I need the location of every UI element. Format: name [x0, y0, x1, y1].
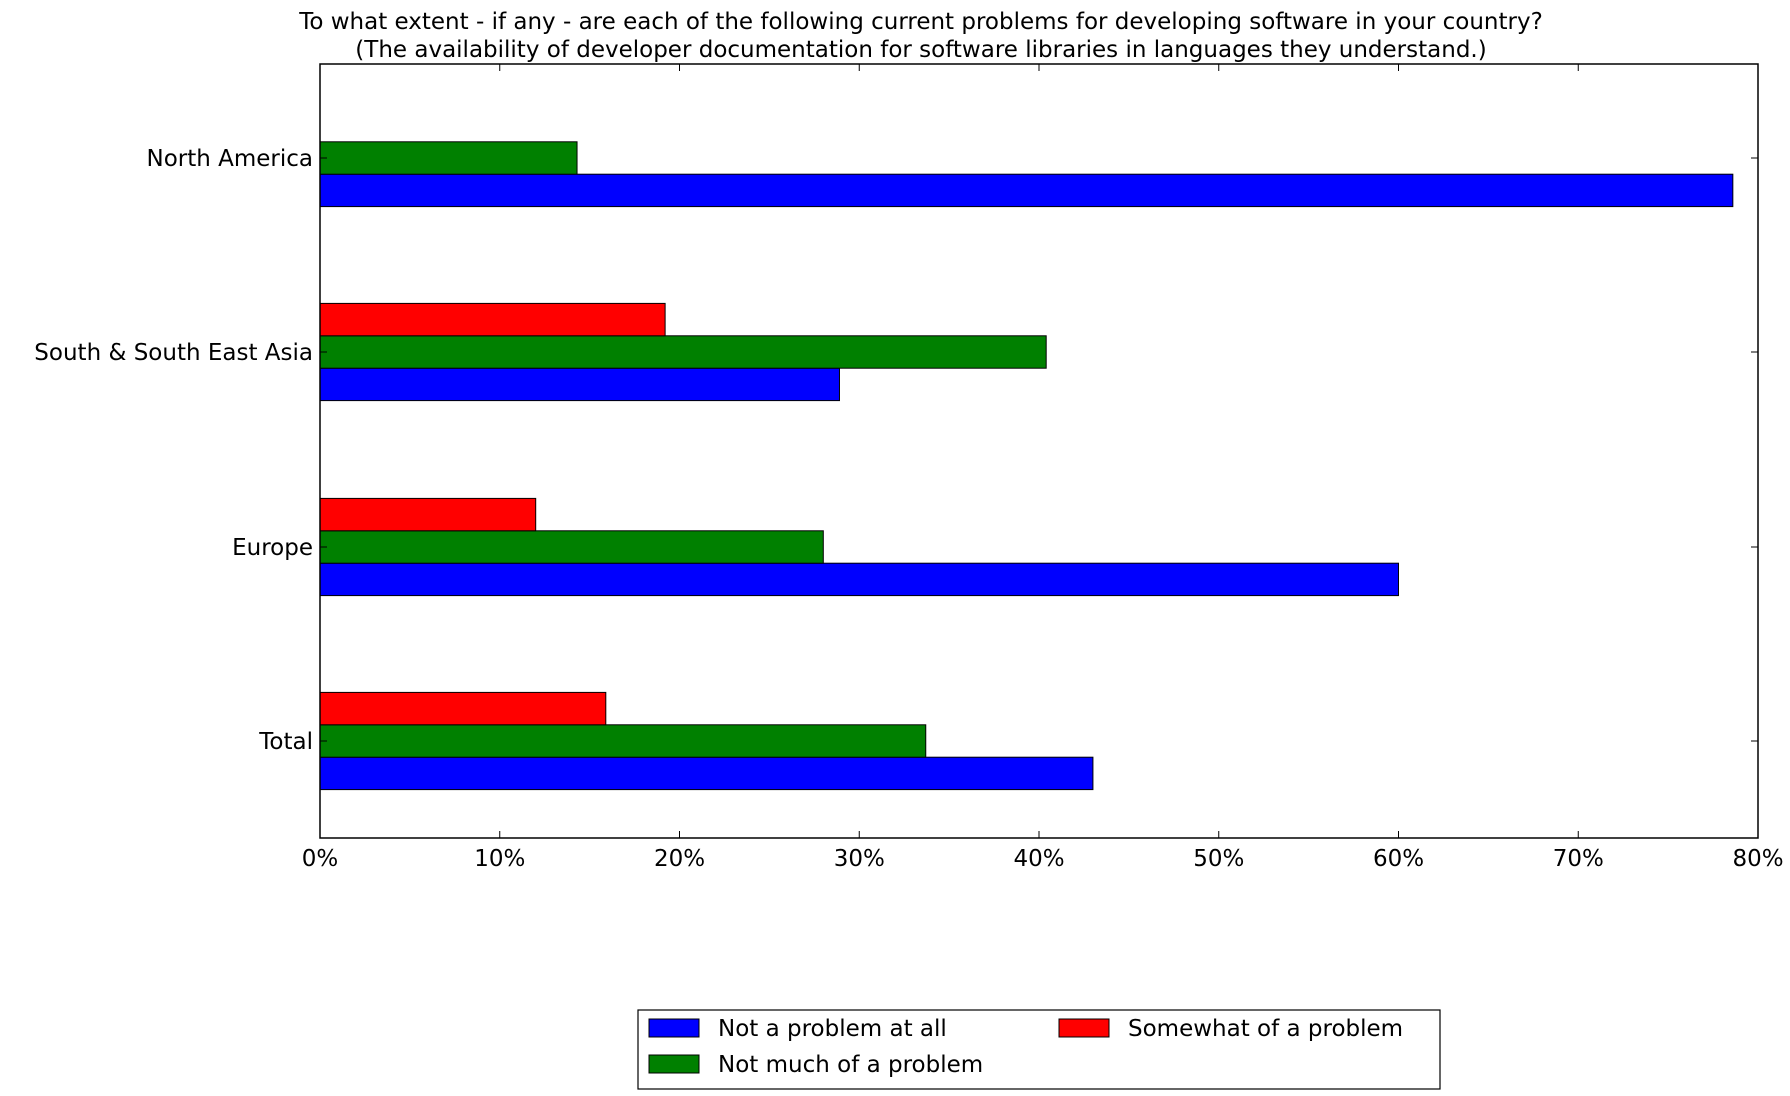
chart-subtitle: (The availability of developer documenta… [355, 37, 1486, 63]
bar-south-south-east-asia-not-much-of-a-problem [319, 335, 1047, 369]
axis-ticks [319, 64, 1759, 838]
x-axis-tick-labels: 0% 10% 20% 30% 40% 50% 60% 70% 80% [302, 846, 1784, 872]
bar-total-somewhat-of-a-problem [319, 691, 607, 726]
y-tick-label-total: Total [258, 729, 313, 755]
bar-south-south-east-asia-not-a-problem-at-all [319, 367, 840, 402]
x-tick-label: 0% [302, 846, 339, 872]
legend-label-not-a-problem-at-all: Not a problem at all [718, 1016, 947, 1042]
bar-europe-not-much-of-a-problem [319, 530, 824, 564]
x-tick-label: 80% [1732, 846, 1783, 872]
bar-europe-not-a-problem-at-all [319, 562, 1399, 597]
y-tick-label-north-america: North America [146, 146, 313, 172]
x-tick-label: 20% [654, 846, 705, 872]
y-tick-label-europe: Europe [232, 535, 313, 561]
x-tick-label: 10% [474, 846, 525, 872]
x-tick-label: 70% [1553, 846, 1604, 872]
bar-south-south-east-asia-somewhat-of-a-problem [319, 302, 666, 337]
legend-label-somewhat-of-a-problem: Somewhat of a problem [1128, 1016, 1403, 1042]
bar-europe-somewhat-of-a-problem [319, 497, 537, 532]
bar-north-america-not-much-of-a-problem [319, 141, 578, 175]
bar-north-america-not-a-problem-at-all [319, 173, 1734, 208]
legend-label-not-much-of-a-problem: Not much of a problem [718, 1052, 983, 1078]
chart-title: To what extent - if any - are each of th… [298, 9, 1543, 35]
x-tick-label: 40% [1013, 846, 1064, 872]
y-tick-label-south-south-east-asia: South & South East Asia [34, 340, 313, 366]
legend-swatch-somewhat-of-a-problem [1058, 1018, 1110, 1038]
bars-group [319, 141, 1734, 791]
x-tick-label: 30% [834, 846, 885, 872]
y-axis-tick-labels: North America South & South East Asia Euro… [34, 146, 313, 755]
bar-total-not-a-problem-at-all [319, 756, 1094, 791]
legend-swatch-not-a-problem-at-all [648, 1018, 700, 1038]
legend-frame [637, 1009, 1441, 1090]
bar-total-not-much-of-a-problem [319, 724, 927, 758]
x-tick-label: 60% [1373, 846, 1424, 872]
legend-swatch-not-much-of-a-problem [648, 1054, 700, 1074]
x-tick-label: 50% [1193, 846, 1244, 872]
legend: Not a problem at all Not much of a proble… [637, 1009, 1441, 1090]
